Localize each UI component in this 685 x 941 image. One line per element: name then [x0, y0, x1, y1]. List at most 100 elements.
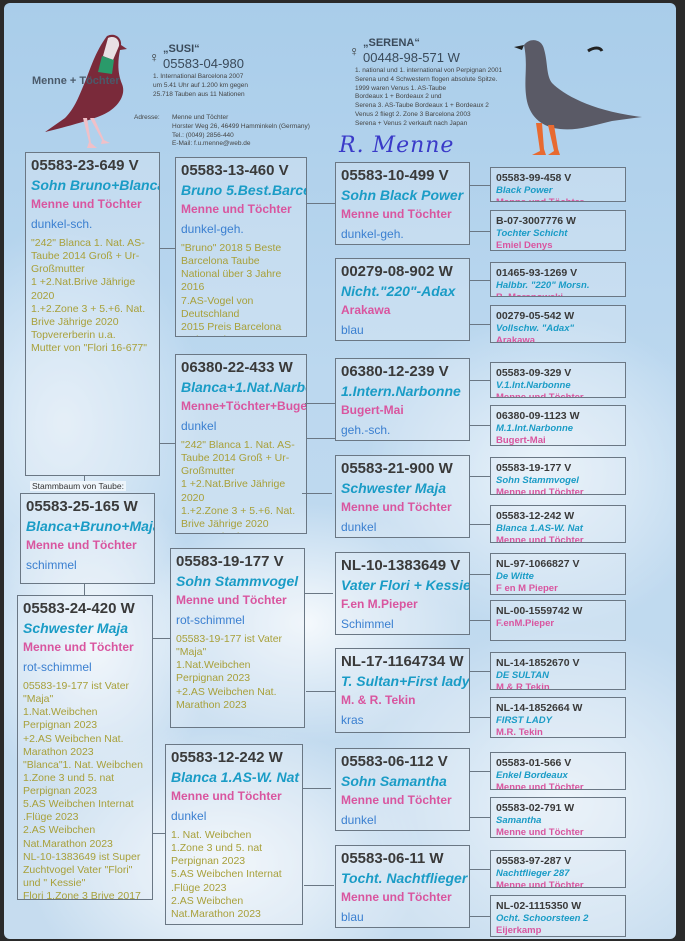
ring-number: 00279-05-542 W	[496, 310, 575, 322]
connector-line	[305, 403, 335, 404]
pigeon-photo-left	[45, 34, 127, 148]
ring-number: B-07-3007776 W	[496, 215, 576, 227]
breeder: Menne und Töchter	[341, 793, 452, 807]
pedigree-card: 05583-09-329 V V.1.Int.Narbonne Menne und …	[490, 362, 626, 398]
pedigree-card: NL-14-1852670 V DE SULTAN M & R Tekin	[490, 652, 626, 690]
plumage-color: dunkel	[341, 813, 377, 827]
ring-number: 05583-12-242 W	[171, 749, 283, 766]
breeder: Menne und Töchter	[26, 538, 137, 552]
achievements-notes: "242" Blanca 1. Nat. AS-Taube 2014 Groß …	[181, 439, 296, 533]
pedigree-card: 05583-06-11 W Tocht. Nachtflieger Menne un…	[335, 845, 470, 928]
connector-line	[470, 280, 490, 281]
breeder: Menne und Töchter	[341, 500, 452, 514]
pigeon-name: Sohn Black Power	[341, 187, 464, 203]
ring-number: 05583-97-287 V	[496, 855, 572, 867]
pedigree-card: 05583-12-242 W Blanca 1.AS-W. Nat Menne un…	[165, 744, 303, 925]
pigeon-name: Samantha	[496, 815, 542, 826]
pedigree-sheet: Menne + Töchter ♀ „SUSI“ 05583-04-980 1.…	[4, 3, 676, 939]
pigeon-name: Vater Flori + Kessie	[341, 577, 470, 593]
plumage-color: geh.-sch.	[341, 423, 391, 437]
pigeon-name: Tocht. Nachtflieger	[341, 870, 468, 886]
ring-number: NL-17-1164734 W	[341, 653, 464, 670]
pedigree-card: NL-00-1559742 W F.enM.Pieper	[490, 600, 626, 641]
connector-line	[470, 425, 490, 426]
pedigree-card: 05583-19-177 V Sohn Stammvogel Menne und T…	[170, 548, 305, 728]
ring-number: NL-10-1383649 V	[341, 557, 461, 574]
breeder: Menne und Töchter	[496, 197, 620, 201]
breeder: Menne und Töchter	[341, 890, 452, 904]
breeder: B. Morsnowski	[496, 292, 620, 296]
connector-line	[303, 788, 331, 789]
ring-number: 05583-09-329 V	[496, 367, 572, 379]
ring-number: 05583-19-177 V	[176, 553, 284, 570]
connector-line	[470, 916, 490, 917]
connector-line	[470, 671, 490, 672]
breeder: Menne und Töchter	[496, 827, 584, 838]
breeder: Menne und Töchter	[496, 535, 584, 543]
pedigree-card: NL-14-1852664 W FIRST LADY M.R. Tekin	[490, 697, 626, 738]
sire-top-ring: 05583-04-980	[163, 56, 244, 71]
connector-line	[470, 324, 490, 325]
ring-number: 05583-23-649 V	[31, 157, 139, 174]
pigeon-name: Blanca+1.Nat.Narbo	[181, 379, 307, 395]
pedigree-card: 05583-19-177 V Sohn Stammvogel Menne und T…	[490, 457, 626, 495]
pigeon-name: DE SULTAN	[496, 670, 549, 681]
ring-number: 05583-06-112 V	[341, 753, 448, 770]
breeder: Menne und Töchter	[496, 782, 584, 790]
connector-line	[302, 493, 332, 494]
ring-number: 05583-06-11 W	[341, 850, 444, 867]
connector-line	[470, 717, 490, 718]
ring-number: 05583-10-499 V	[341, 167, 449, 184]
pigeon-name: Halbbr. "220" Morsn.	[496, 280, 590, 291]
pigeon-name: FIRST LADY	[496, 715, 552, 726]
breeder: Arakawa	[341, 303, 391, 317]
dam-top-block: ♀ „SERENA“ 00448-98-571 W 1. national un…	[349, 37, 502, 128]
pigeon-name: M.1.Int.Narbonne	[496, 423, 574, 434]
female-symbol-icon: ♀	[149, 49, 160, 65]
breeder: Eijerkamp	[496, 925, 542, 936]
pigeon-name: Enkel Bordeaux	[496, 770, 568, 781]
plumage-color: rot-schimmel	[23, 660, 92, 674]
address-label: Adresse:	[134, 114, 160, 121]
dam-top-title: „SERENA“	[363, 37, 420, 49]
pedigree-card: NL-10-1383649 V Vater Flori + Kessie F.en …	[335, 552, 470, 635]
connector-line	[470, 476, 490, 477]
dam-top-notes: 1. national und 1. international von Per…	[355, 67, 503, 127]
pedigree-card: 06380-09-1123 W M.1.Int.Narbonne Bugert-Ma…	[490, 405, 626, 446]
plumage-color: kras	[341, 713, 364, 727]
connector-line	[160, 248, 175, 249]
plumage-color: dunkel	[181, 419, 217, 433]
connector-line	[304, 885, 334, 886]
breeder: Menne und Töchter	[171, 789, 282, 803]
breeder: Arakawa	[496, 335, 536, 343]
breeder: F.enM.Pieper	[496, 618, 555, 629]
pigeon-name: T. Sultan+First lady	[341, 673, 470, 689]
pigeon-name: Tochter Schicht	[496, 228, 568, 239]
pedigree-card: 05583-01-566 V Enkel Bordeaux Menne und Tö…	[490, 752, 626, 790]
pedigree-card: B-07-3007776 W Tochter Schicht Emiel Denys	[490, 210, 626, 251]
pigeon-name: Sohn Stammvogel	[176, 573, 299, 589]
pigeon-name: Blanca 1.AS-W. Nat	[171, 769, 300, 785]
pedigree-card: NL-17-1164734 W T. Sultan+First lady M. & …	[335, 648, 470, 733]
connector-line	[470, 869, 490, 870]
signature: R. Menne	[339, 133, 455, 158]
achievements-notes: 05583-19-177 ist Vater "Maja" 1.Nat.Weib…	[176, 633, 283, 711]
pedigree-card: 05583-02-791 W Samantha Menne und Töchter	[490, 797, 626, 838]
breeder: Emiel Denys	[496, 240, 553, 251]
ring-number: NL-14-1852664 W	[496, 702, 583, 714]
pigeon-name: Schwester Maja	[341, 480, 447, 496]
plumage-color: dunkel	[341, 520, 377, 534]
pedigree-card: 05583-24-420 W Schwester Maja Menne und Tö…	[17, 595, 153, 900]
connector-line	[160, 443, 175, 444]
pigeon-name: Sohn Bruno+Blanca	[31, 177, 160, 193]
connector-line	[470, 231, 490, 232]
pedigree-card: 05583-12-242 W Blanca 1.AS-W. Nat Menne un…	[490, 505, 626, 543]
pigeon-name: Sohn Samantha	[341, 773, 447, 789]
pedigree-card: 05583-13-460 V Bruno 5.Best.Barcel Menne u…	[175, 157, 307, 337]
pigeon-name: Vollschw. "Adax"	[496, 323, 574, 334]
connector-line	[305, 593, 333, 594]
breeder: Menne und Töchter	[341, 207, 452, 221]
breeder: F.en M.Pieper	[341, 597, 418, 611]
plumage-color: dunkel-sch.	[31, 217, 93, 231]
